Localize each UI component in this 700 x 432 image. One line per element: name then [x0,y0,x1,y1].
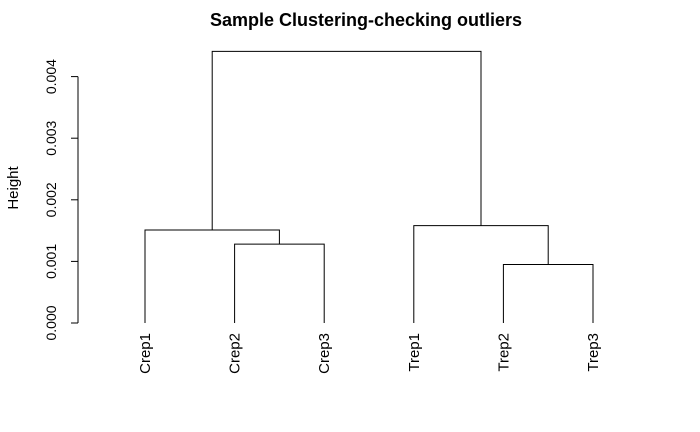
dendrogram-branch [413,225,549,323]
y-tick-label: 0.003 [43,120,59,155]
dendrogram-branch [502,263,594,323]
chart-title: Sample Clustering-checking outliers [210,10,522,30]
dendrogram-branches [144,50,594,323]
dendrogram-branch [211,50,482,230]
dendrogram-branch [234,243,325,323]
y-tick-label: 0.001 [43,244,59,279]
y-tick-label: 0.002 [43,182,59,217]
y-tick-label: 0.004 [43,59,59,94]
leaf-label: Trep1 [406,333,423,372]
y-axis-label: Height [5,165,22,209]
leaf-label: Crep1 [137,333,154,374]
leaf-label: Trep3 [585,333,602,372]
y-tick-label: 0.000 [43,305,59,340]
y-axis: 0.000 0.001 0.002 0.003 0.004 [43,59,79,341]
leaf-label: Crep2 [227,333,244,374]
leaf-labels: Crep1 Crep2 Crep3 Trep1 Trep2 Trep3 [137,333,602,374]
leaf-label: Trep2 [495,333,512,372]
leaf-label: Crep3 [316,333,333,374]
